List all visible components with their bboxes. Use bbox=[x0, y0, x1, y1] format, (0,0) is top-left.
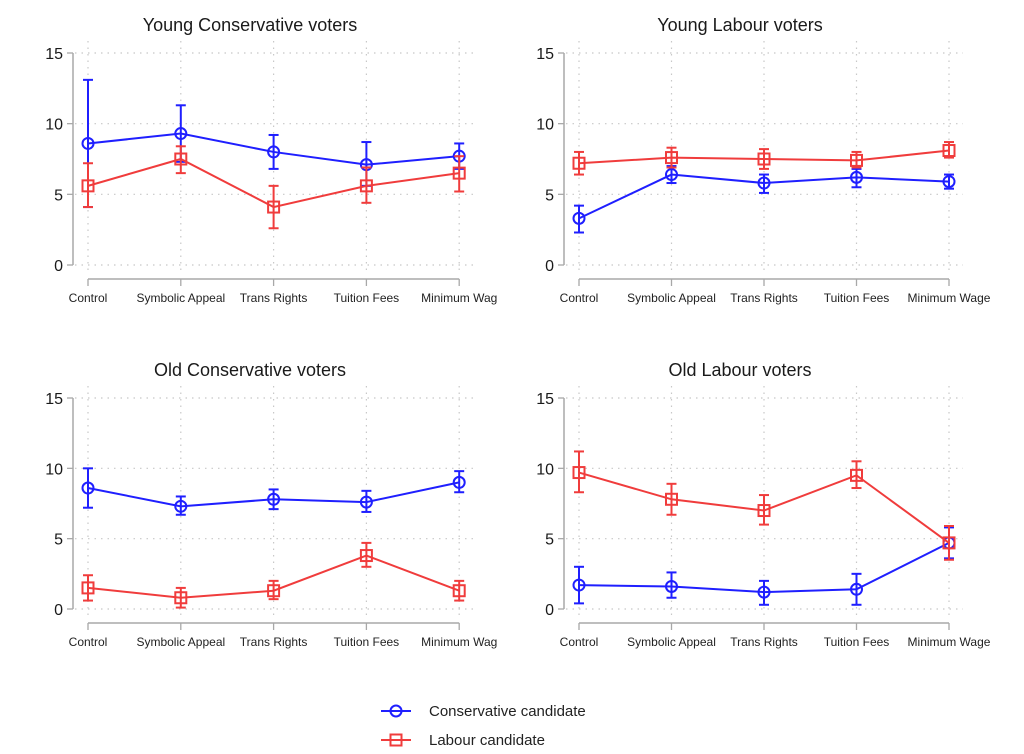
x-tick-label: Tuition Fees bbox=[334, 635, 400, 649]
panel-title: Old Labour voters bbox=[668, 360, 811, 380]
y-tick-label: 5 bbox=[545, 187, 554, 204]
panel-title: Young Labour voters bbox=[657, 15, 822, 35]
x-tick-label: Tuition Fees bbox=[824, 291, 890, 305]
series-conservative-candidate bbox=[572, 526, 956, 606]
x-tick-label: Minimum Wage bbox=[908, 635, 991, 649]
x-tick-label: Symbolic Appeal bbox=[136, 291, 225, 305]
y-tick-label: 5 bbox=[54, 532, 63, 549]
y-tick-label: 15 bbox=[45, 46, 63, 63]
y-tick-label: 5 bbox=[54, 187, 63, 204]
data-point-square bbox=[267, 584, 281, 598]
data-point-circle bbox=[850, 582, 863, 596]
data-point-square bbox=[665, 492, 678, 506]
x-tick-label: Control bbox=[560, 635, 599, 649]
data-point-circle bbox=[665, 579, 678, 593]
legend-marker-circle bbox=[389, 704, 403, 718]
data-point-circle bbox=[850, 170, 863, 184]
data-point-square bbox=[850, 153, 863, 167]
x-tick-label: Tuition Fees bbox=[334, 291, 400, 305]
data-point-square bbox=[942, 144, 956, 158]
data-point-square bbox=[267, 200, 281, 214]
series-labour-candidate bbox=[81, 145, 466, 230]
x-tick-label: Trans Rights bbox=[240, 291, 308, 305]
y-tick-label: 10 bbox=[536, 461, 554, 478]
x-tick-label: Trans Rights bbox=[730, 291, 798, 305]
legend-marker-square bbox=[389, 733, 403, 747]
data-point-circle bbox=[942, 175, 956, 189]
x-tick-label: Symbolic Appeal bbox=[627, 635, 716, 649]
data-point-circle bbox=[665, 168, 678, 182]
series-labour-candidate bbox=[81, 541, 466, 609]
legend-label: Conservative candidate bbox=[429, 703, 586, 720]
data-point-circle bbox=[757, 176, 771, 190]
data-point-circle bbox=[359, 495, 373, 509]
data-point-circle bbox=[572, 211, 586, 225]
panel-young-labour-voters: Young Labour voters 0 5 10 15 Control Symbolic… bbox=[536, 15, 991, 305]
data-point-circle bbox=[452, 475, 466, 489]
panel-title: Young Conservative voters bbox=[143, 15, 357, 35]
x-tick-label: Trans Rights bbox=[730, 635, 798, 649]
data-point-square bbox=[572, 156, 586, 170]
y-tick-label: 0 bbox=[545, 258, 554, 275]
data-point-circle bbox=[174, 127, 188, 141]
data-point-circle bbox=[81, 481, 95, 495]
y-tick-label: 0 bbox=[54, 602, 63, 619]
y-tick-label: 10 bbox=[45, 117, 63, 134]
y-tick-label: 10 bbox=[45, 461, 63, 478]
data-point-square bbox=[850, 468, 863, 482]
data-point-square bbox=[665, 151, 678, 165]
data-point-square bbox=[942, 536, 956, 550]
data-point-circle bbox=[572, 578, 586, 592]
series-labour-candidate bbox=[572, 141, 956, 176]
y-tick-label: 10 bbox=[536, 117, 554, 134]
x-tick-label: Symbolic Appeal bbox=[627, 291, 716, 305]
y-tick-label: 15 bbox=[45, 391, 63, 408]
data-point-circle bbox=[174, 499, 188, 513]
legend: Conservative candidate Labour candidate bbox=[381, 703, 586, 749]
data-point-square bbox=[81, 179, 95, 193]
legend-item-conservative-candidate: Conservative candidate bbox=[381, 703, 586, 720]
series-conservative-candidate bbox=[81, 467, 466, 516]
data-point-square bbox=[359, 179, 373, 193]
x-tick-label: Minimum Wage bbox=[908, 291, 991, 305]
series-labour-candidate bbox=[572, 450, 956, 561]
y-tick-label: 0 bbox=[54, 258, 63, 275]
x-tick-label: Tuition Fees bbox=[824, 635, 890, 649]
legend-item-labour-candidate: Labour candidate bbox=[381, 732, 545, 749]
x-tick-label: Minimum Wag bbox=[421, 291, 497, 305]
x-tick-label: Control bbox=[560, 291, 599, 305]
data-point-square bbox=[81, 581, 95, 595]
x-tick-label: Control bbox=[69, 291, 108, 305]
panel-old-labour-voters: Old Labour voters 0 5 10 15 Control Symbolic A… bbox=[536, 360, 991, 649]
data-point-square bbox=[572, 466, 586, 480]
y-tick-label: 0 bbox=[545, 602, 554, 619]
data-point-square bbox=[757, 504, 771, 518]
data-point-square bbox=[452, 166, 466, 180]
y-tick-label: 5 bbox=[545, 532, 554, 549]
panel-old-conservative-voters: Old Conservative voters 0 5 10 15 Control Symb… bbox=[45, 360, 497, 649]
data-point-square bbox=[359, 549, 373, 563]
data-point-circle bbox=[267, 145, 281, 159]
data-point-square bbox=[174, 152, 188, 166]
x-tick-label: Trans Rights bbox=[240, 635, 308, 649]
data-point-square bbox=[757, 152, 771, 166]
y-tick-label: 15 bbox=[536, 46, 554, 63]
data-point-circle bbox=[267, 492, 281, 506]
y-tick-label: 15 bbox=[536, 391, 554, 408]
x-tick-label: Minimum Wag bbox=[421, 635, 497, 649]
panel-title: Old Conservative voters bbox=[154, 360, 346, 380]
data-point-square bbox=[452, 584, 466, 598]
data-point-circle bbox=[81, 136, 95, 150]
legend-label: Labour candidate bbox=[429, 732, 545, 749]
x-tick-label: Symbolic Appeal bbox=[136, 635, 225, 649]
data-point-square bbox=[174, 591, 188, 605]
series-conservative-candidate bbox=[572, 165, 956, 234]
data-point-circle bbox=[757, 585, 771, 599]
x-tick-label: Control bbox=[69, 635, 108, 649]
panel-young-conservative-voters: Young Conservative voters 0 5 10 15 Control Sy… bbox=[45, 15, 497, 305]
